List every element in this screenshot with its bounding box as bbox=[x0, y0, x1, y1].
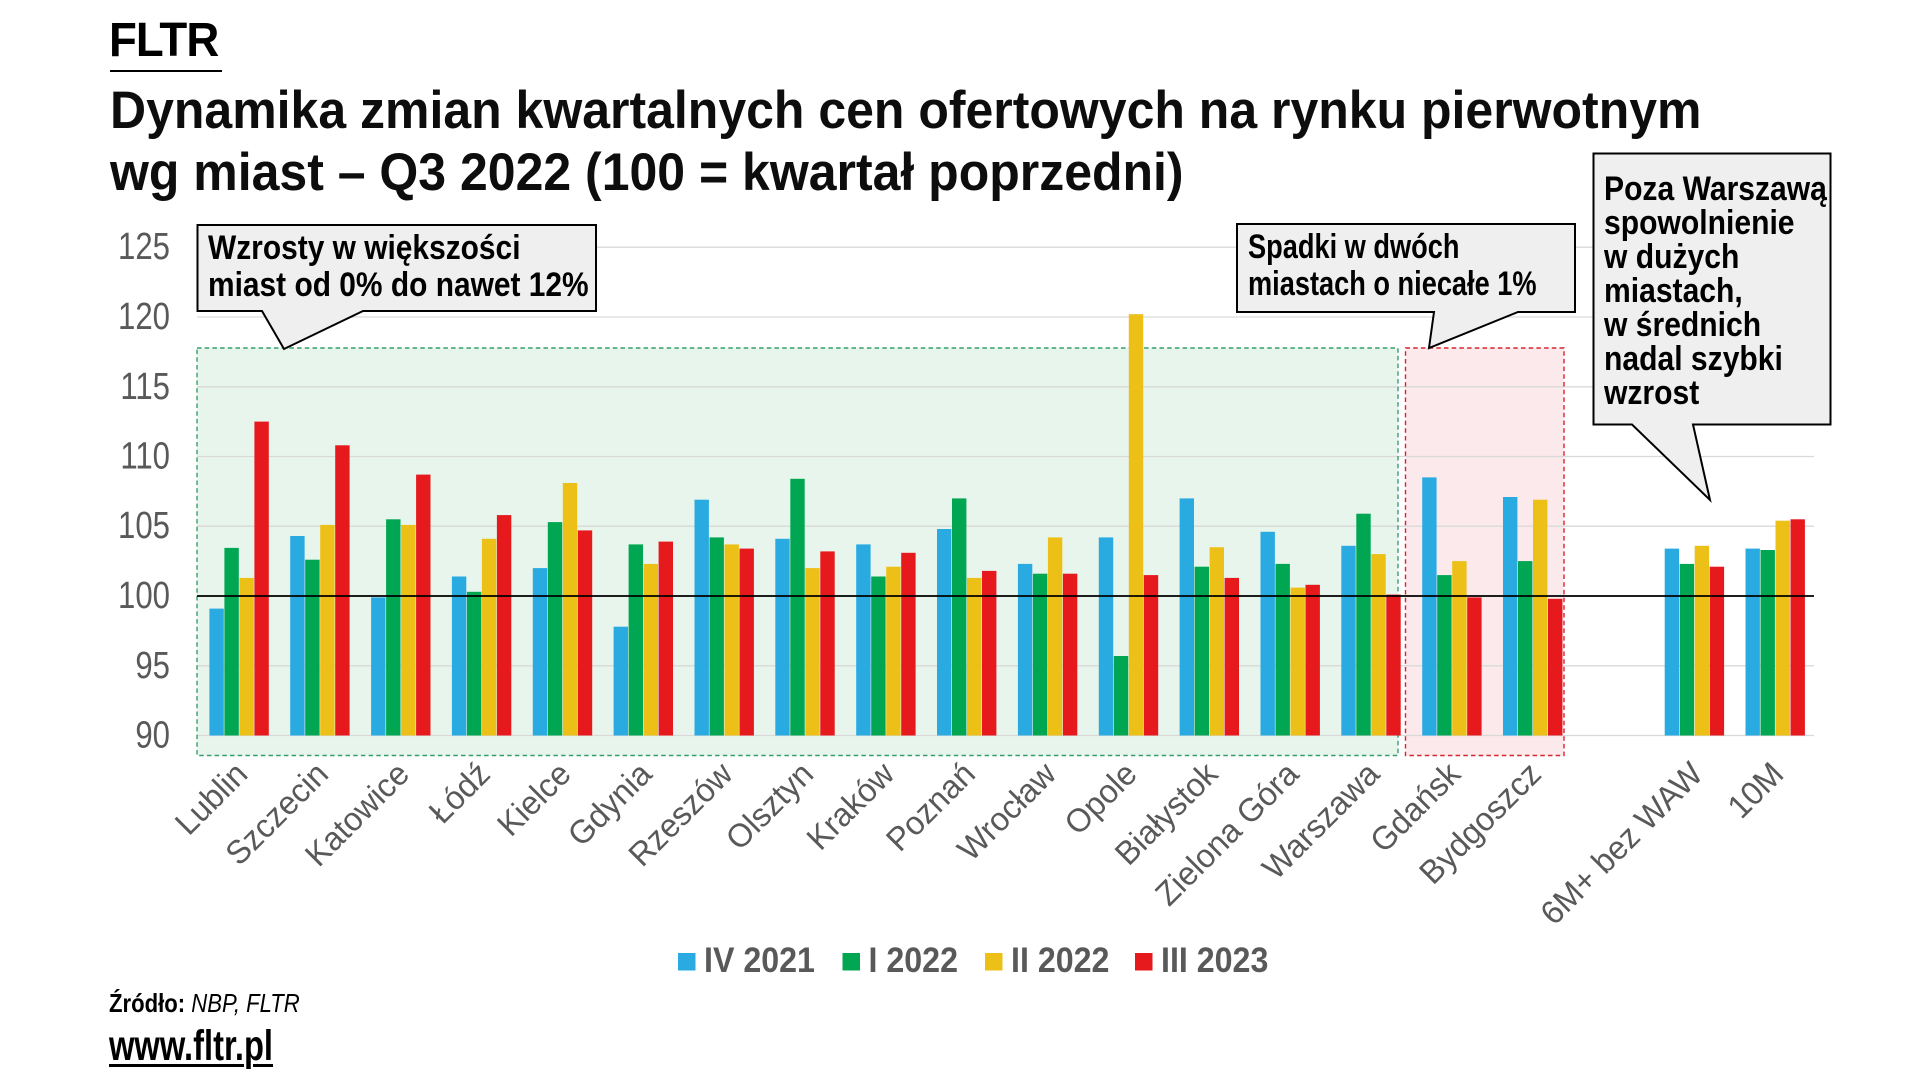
svg-text:II 2022: II 2022 bbox=[1011, 942, 1109, 981]
svg-text:Olsztyn: Olsztyn bbox=[718, 755, 820, 857]
svg-text:I 2022: I 2022 bbox=[869, 942, 958, 981]
svg-text:Poza Warszawą: Poza Warszawą bbox=[1604, 169, 1828, 207]
svg-text:wzrost: wzrost bbox=[1603, 373, 1699, 411]
svg-text:110: 110 bbox=[120, 436, 170, 478]
svg-text:III 2023: III 2023 bbox=[1161, 942, 1268, 981]
svg-text:w dużych: w dużych bbox=[1603, 237, 1739, 275]
svg-text:6M+ bez WAW: 6M+ bez WAW bbox=[1533, 754, 1710, 931]
svg-text:spowolnienie: spowolnienie bbox=[1604, 203, 1795, 241]
svg-text:95: 95 bbox=[135, 645, 170, 687]
svg-text:120: 120 bbox=[118, 296, 170, 338]
svg-text:Spadki w dwóch: Spadki w dwóch bbox=[1248, 227, 1459, 266]
svg-text:Łódź: Łódź bbox=[421, 755, 497, 831]
svg-text:w średnich: w średnich bbox=[1603, 305, 1761, 343]
svg-text:115: 115 bbox=[120, 366, 170, 408]
svg-text:miastach,: miastach, bbox=[1604, 271, 1743, 309]
svg-text:IV 2021: IV 2021 bbox=[704, 942, 815, 981]
svg-text:125: 125 bbox=[118, 226, 170, 268]
svg-text:nadal szybki: nadal szybki bbox=[1604, 339, 1783, 377]
svg-text:10M: 10M bbox=[1720, 755, 1791, 826]
svg-text:105: 105 bbox=[118, 505, 170, 547]
svg-text:miastach o niecałe 1%: miastach o niecałe 1% bbox=[1248, 264, 1537, 303]
svg-text:Kraków: Kraków bbox=[799, 754, 902, 857]
svg-text:100: 100 bbox=[118, 575, 170, 617]
svg-text:Wzrosty w większości: Wzrosty w większości bbox=[208, 228, 521, 266]
svg-text:miast od 0% do nawet 12%: miast od 0% do nawet 12% bbox=[208, 265, 589, 303]
svg-text:90: 90 bbox=[135, 715, 170, 757]
